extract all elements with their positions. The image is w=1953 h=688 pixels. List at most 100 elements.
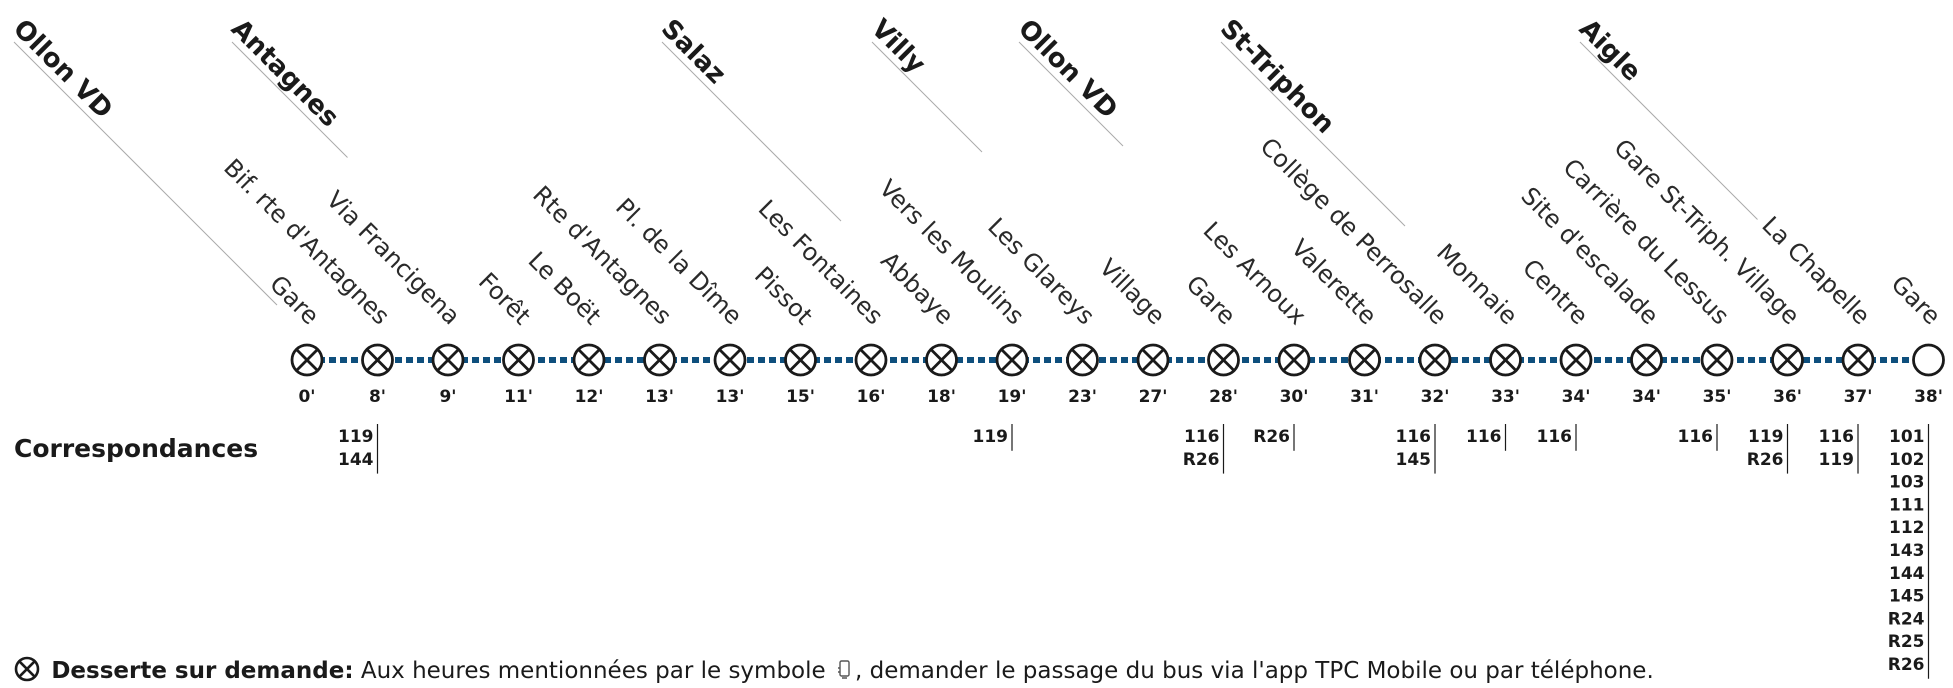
group-guide-line <box>1220 41 1406 227</box>
stop-time: 31' <box>1350 387 1379 407</box>
connection-line-label: 144 <box>338 450 374 470</box>
stop-label: Les Fontaines <box>753 195 889 331</box>
circle-x-icon <box>854 343 888 377</box>
stop-label: Pissot <box>749 261 818 330</box>
group-label: St-Triphon <box>1214 14 1340 140</box>
connection-line-label: 103 <box>1889 473 1925 493</box>
connection-line-label: 144 <box>1889 564 1925 584</box>
circle-x-icon <box>1066 343 1099 377</box>
connection-line-label: R26 <box>1747 450 1784 470</box>
connection-line-label: 116 <box>1184 427 1220 447</box>
circle-x-icon <box>361 343 394 377</box>
stop-label: Village <box>1094 253 1171 330</box>
group-label: Aigle <box>1573 14 1647 88</box>
connection-line-label: 145 <box>1889 587 1925 607</box>
stop-time: 34' <box>1632 387 1661 407</box>
group-guide-line <box>231 41 348 158</box>
stop-time: 12' <box>575 387 604 407</box>
connection-line-label: 116 <box>1819 427 1855 447</box>
stop-time: 28' <box>1209 387 1238 407</box>
stop-time: 33' <box>1491 387 1520 407</box>
connection-line-label: 145 <box>1396 450 1432 470</box>
stop-time: 38' <box>1914 387 1943 407</box>
circle-x-icon <box>713 343 747 377</box>
stop-label: Pl. de la Dîme <box>610 193 747 330</box>
legend: Desserte sur demande: Aux heures mention… <box>14 656 1654 688</box>
connection-line-label: 116 <box>1396 427 1432 447</box>
group-label: Salaz <box>655 14 731 90</box>
stop-time: 19' <box>998 387 1027 407</box>
stop-time: 8' <box>369 387 386 407</box>
connection-line-label: R24 <box>1888 609 1925 629</box>
circle-x-icon <box>1418 343 1452 377</box>
stop-time: 37' <box>1844 387 1873 407</box>
circle-x-icon <box>1771 343 1804 377</box>
stop-time: 35' <box>1703 387 1732 407</box>
stop-time: 27' <box>1139 387 1168 407</box>
circle-x-icon <box>784 343 817 377</box>
connection-line-label: 101 <box>1889 427 1925 447</box>
legend-text-before: Aux heures mentionnées par le symbole <box>360 658 826 684</box>
group-guide-line <box>1018 41 1124 147</box>
stop-time: 23' <box>1068 387 1097 407</box>
connections-heading: Correspondances <box>14 434 259 463</box>
circle-x-icon <box>995 343 1029 377</box>
group-guide-line <box>1579 41 1758 220</box>
circle-x-icon <box>925 343 958 377</box>
connection-line-label: R25 <box>1888 632 1925 652</box>
connection-line-label: R26 <box>1888 655 1925 675</box>
group-label: Antagnes <box>225 14 344 133</box>
connection-line-label: 116 <box>1537 427 1573 447</box>
connection-line-label: 116 <box>1466 427 1502 447</box>
circle-x-icon <box>1630 343 1663 377</box>
connection-line-label: 111 <box>1889 495 1925 515</box>
connection-line-label: 102 <box>1889 450 1925 470</box>
circle-x-icon <box>572 343 606 377</box>
circle-x-icon <box>502 343 535 377</box>
stop-time: 16' <box>857 387 886 407</box>
connection-line-label: 119 <box>1819 450 1855 470</box>
stop-label: Gare <box>1886 270 1946 330</box>
connection-line-label: R26 <box>1183 450 1220 470</box>
phone-icon <box>836 659 852 687</box>
circle-x-icon <box>1277 343 1311 377</box>
connection-line-label: 119 <box>338 427 374 447</box>
connection-line-label: 119 <box>1748 427 1784 447</box>
stop-time: 18' <box>927 387 956 407</box>
stop-time: 30' <box>1280 387 1309 407</box>
circle-x-icon <box>1700 343 1734 377</box>
stop-time: 32' <box>1421 387 1450 407</box>
open-circle-icon <box>1912 343 1945 377</box>
connection-line-label: R26 <box>1253 427 1290 447</box>
group-label: Ollon VD <box>1012 14 1123 125</box>
circle-x-icon <box>431 343 465 377</box>
stop-label: Gare <box>1181 270 1241 330</box>
stop-time: 13' <box>645 387 674 407</box>
connection-line-label: 112 <box>1889 518 1925 538</box>
stop-time: 9' <box>439 387 456 407</box>
connection-line-label: 116 <box>1678 427 1714 447</box>
circle-x-icon <box>1136 343 1170 377</box>
group-guide-line <box>661 41 842 222</box>
group-label: Ollon VD <box>7 14 118 125</box>
stop-label: Forêt <box>473 267 536 330</box>
circle-x-icon <box>1489 343 1522 377</box>
stop-time: 13' <box>716 387 745 407</box>
circle-x-icon <box>1207 343 1240 377</box>
connection-line-label: 143 <box>1889 541 1925 561</box>
group-guide-line <box>871 41 983 153</box>
stop-time: 36' <box>1773 387 1802 407</box>
legend-text-after: , demander le passage du bus via l'app T… <box>854 658 1654 684</box>
stop-time: 11' <box>504 387 533 407</box>
circle-x-icon <box>1559 343 1593 377</box>
circle-x-icon <box>290 343 324 377</box>
legend-title: Desserte sur demande: <box>51 658 354 684</box>
group-guide-line <box>13 41 278 306</box>
group-label: Villy <box>865 14 931 80</box>
circle-x-icon <box>643 343 676 377</box>
circle-x-icon <box>14 656 40 688</box>
stop-time: 15' <box>786 387 815 407</box>
circle-x-icon <box>1348 343 1381 377</box>
stop-label: Gare <box>264 270 324 330</box>
